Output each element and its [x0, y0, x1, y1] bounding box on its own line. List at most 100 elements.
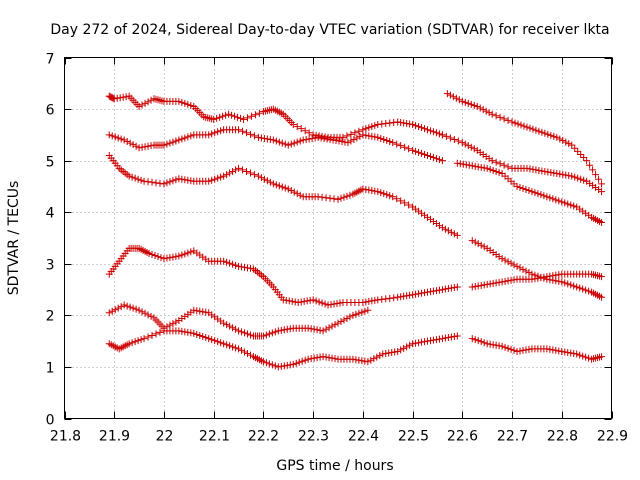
data-point	[266, 135, 274, 143]
data-point	[279, 296, 287, 304]
data-point	[344, 139, 352, 147]
data-point	[507, 345, 515, 353]
data-point	[564, 200, 572, 208]
data-point	[561, 279, 569, 287]
data-point	[271, 328, 279, 336]
data-point	[350, 135, 358, 143]
x-tick-label: 22.4	[348, 429, 379, 445]
data-point	[424, 337, 432, 345]
data-point	[492, 158, 500, 166]
chart-title: Day 272 of 2024, Sidereal Day-to-day VTE…	[50, 22, 609, 38]
data-point	[379, 350, 387, 358]
data-point	[424, 288, 432, 296]
data-point	[255, 109, 263, 117]
data-point	[339, 133, 347, 141]
data-point	[272, 137, 280, 145]
data-point	[134, 175, 142, 183]
data-point	[152, 179, 160, 187]
data-point	[421, 289, 429, 297]
data-point	[412, 339, 420, 347]
data-point	[243, 114, 251, 122]
data-point	[304, 324, 312, 332]
data-point	[391, 348, 399, 356]
data-point	[323, 135, 331, 143]
data-point	[193, 307, 201, 315]
data-point	[386, 119, 394, 127]
data-point	[240, 115, 248, 123]
data-point	[202, 334, 210, 342]
data-point	[364, 358, 372, 366]
data-point	[114, 304, 122, 312]
data-point	[538, 167, 546, 175]
y-axis-label: SDTVAR / TECUs	[6, 181, 22, 296]
data-point	[123, 138, 131, 146]
data-point	[214, 174, 222, 182]
data-point	[532, 126, 540, 134]
data-point	[376, 352, 384, 360]
data-point	[568, 141, 576, 149]
data-point	[353, 134, 361, 142]
data-point	[429, 287, 437, 295]
data-point	[579, 352, 587, 360]
data-point	[333, 299, 341, 307]
x-axis-label: GPS time / hours	[276, 458, 393, 474]
data-point	[492, 279, 500, 287]
data-point	[412, 122, 420, 130]
data-point	[535, 166, 543, 174]
data-point	[137, 336, 145, 344]
data-point	[232, 344, 240, 352]
data-point	[438, 157, 446, 165]
data-point	[119, 93, 127, 101]
data-point	[362, 298, 370, 306]
x-tick-label: 22.1	[199, 429, 230, 445]
data-point	[397, 197, 405, 205]
data-point	[525, 187, 533, 195]
data-point	[550, 132, 558, 140]
data-point	[359, 185, 367, 193]
data-point	[135, 144, 143, 152]
data-point	[111, 306, 119, 314]
data-point	[576, 284, 584, 292]
data-point	[311, 134, 319, 142]
data-point	[435, 286, 443, 294]
data-point	[172, 318, 180, 326]
data-point	[570, 282, 578, 290]
data-point	[355, 356, 363, 364]
data-point	[315, 298, 323, 306]
data-point	[122, 93, 130, 101]
data-point	[383, 137, 391, 145]
data-point	[519, 346, 527, 354]
data-point	[318, 193, 326, 201]
data-point	[163, 179, 171, 187]
data-point	[322, 325, 330, 333]
data-point	[403, 343, 411, 351]
data-point	[453, 332, 461, 340]
data-point	[467, 143, 475, 151]
data-point	[537, 274, 545, 282]
data-point	[175, 327, 183, 335]
data-point	[135, 306, 143, 314]
data-point	[148, 178, 156, 186]
data-point	[148, 331, 156, 339]
data-point	[483, 280, 491, 288]
data-point	[147, 312, 155, 320]
data-point	[313, 354, 321, 362]
data-point	[217, 173, 225, 181]
data-point	[346, 191, 354, 199]
series-d	[105, 244, 461, 309]
data-point	[305, 135, 313, 143]
data-point	[507, 259, 515, 267]
data-point	[247, 112, 255, 120]
data-point	[324, 301, 332, 309]
data-point	[459, 160, 467, 168]
data-point	[312, 297, 320, 305]
series-g	[443, 90, 606, 188]
data-point	[377, 189, 385, 197]
data-point	[450, 333, 458, 341]
data-point	[374, 121, 382, 129]
data-point	[444, 334, 452, 342]
data-point	[388, 348, 396, 356]
data-point	[421, 125, 429, 133]
data-point	[246, 130, 254, 138]
data-point	[326, 194, 334, 202]
